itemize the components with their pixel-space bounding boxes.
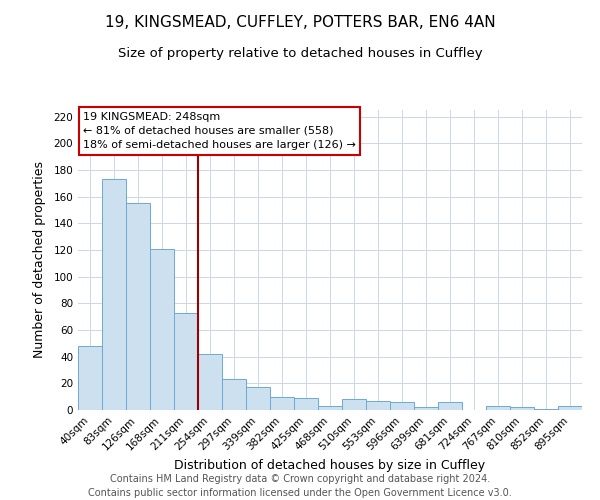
Text: 19 KINGSMEAD: 248sqm
← 81% of detached houses are smaller (558)
18% of semi-deta: 19 KINGSMEAD: 248sqm ← 81% of detached h… xyxy=(83,112,356,150)
Bar xyxy=(270,396,294,410)
Bar xyxy=(150,248,174,410)
Bar xyxy=(294,398,318,410)
Bar xyxy=(558,406,582,410)
Text: 19, KINGSMEAD, CUFFLEY, POTTERS BAR, EN6 4AN: 19, KINGSMEAD, CUFFLEY, POTTERS BAR, EN6… xyxy=(104,15,496,30)
Bar xyxy=(78,346,102,410)
Bar xyxy=(510,408,534,410)
Bar xyxy=(414,408,438,410)
Y-axis label: Number of detached properties: Number of detached properties xyxy=(34,162,46,358)
Bar xyxy=(486,406,510,410)
Text: Contains HM Land Registry data © Crown copyright and database right 2024.
Contai: Contains HM Land Registry data © Crown c… xyxy=(88,474,512,498)
Bar xyxy=(174,312,198,410)
Bar xyxy=(342,400,366,410)
Bar xyxy=(366,400,390,410)
Bar xyxy=(318,406,342,410)
Bar xyxy=(390,402,414,410)
Text: Size of property relative to detached houses in Cuffley: Size of property relative to detached ho… xyxy=(118,48,482,60)
Bar xyxy=(438,402,462,410)
Bar xyxy=(534,408,558,410)
Bar xyxy=(222,380,246,410)
Bar xyxy=(246,388,270,410)
Bar xyxy=(198,354,222,410)
Bar xyxy=(102,180,126,410)
X-axis label: Distribution of detached houses by size in Cuffley: Distribution of detached houses by size … xyxy=(175,458,485,471)
Bar xyxy=(126,204,150,410)
